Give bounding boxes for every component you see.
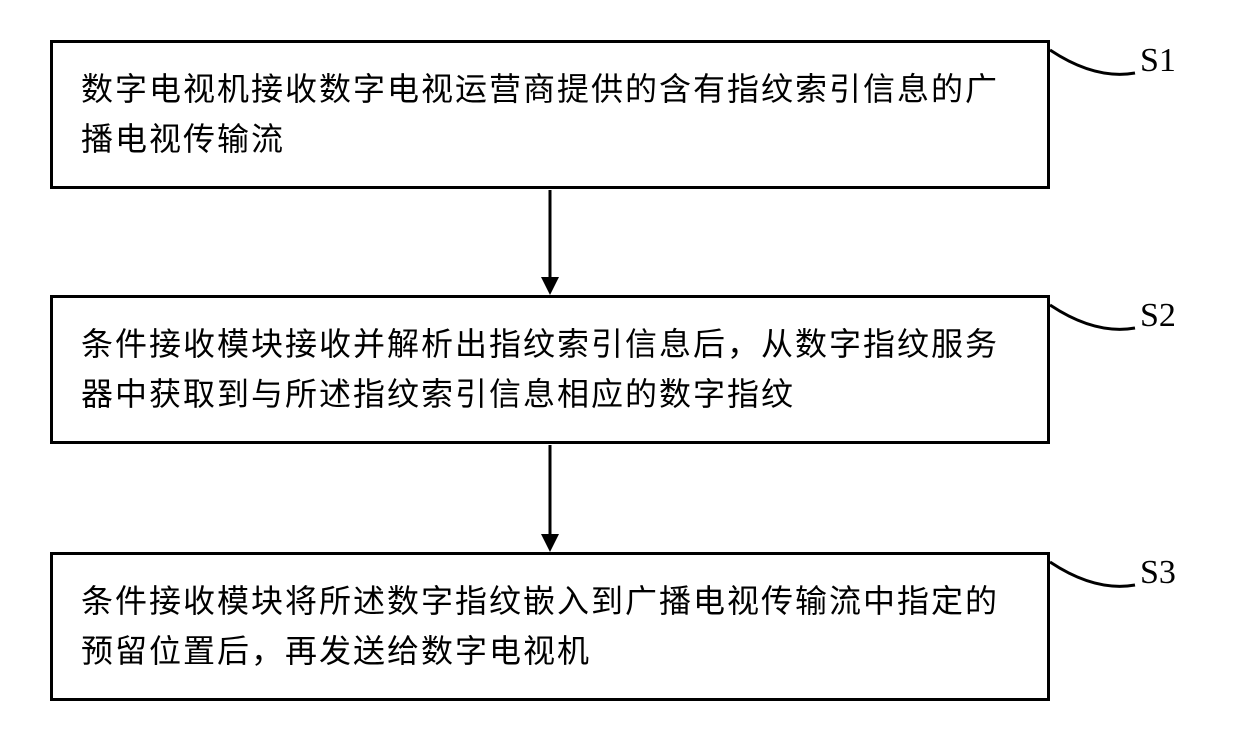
arrow-s1-s2 bbox=[538, 190, 562, 295]
step-text-s3: 条件接收模块将所述数字指纹嵌入到广播电视传输流中指定的预留位置后，再发送给数字电… bbox=[81, 577, 1019, 676]
step-text-s1: 数字电视机接收数字电视运营商提供的含有指纹索引信息的广播电视传输流 bbox=[81, 65, 1019, 164]
step-label-s3: S3 bbox=[1140, 554, 1176, 592]
arrow-s2-s3 bbox=[538, 445, 562, 552]
step-label-s1: S1 bbox=[1140, 42, 1176, 80]
step-box-s3: 条件接收模块将所述数字指纹嵌入到广播电视传输流中指定的预留位置后，再发送给数字电… bbox=[50, 552, 1050, 701]
step-box-s2: 条件接收模块接收并解析出指纹索引信息后，从数字指纹服务器中获取到与所述指纹索引信… bbox=[50, 295, 1050, 444]
step-label-s2: S2 bbox=[1140, 297, 1176, 335]
step-box-s1: 数字电视机接收数字电视运营商提供的含有指纹索引信息的广播电视传输流 bbox=[50, 40, 1050, 189]
leader-s3 bbox=[1050, 557, 1140, 592]
leader-s2 bbox=[1050, 300, 1140, 335]
flowchart-diagram: 数字电视机接收数字电视运营商提供的含有指纹索引信息的广播电视传输流 S1 条件接… bbox=[0, 20, 1240, 744]
leader-s1 bbox=[1050, 45, 1140, 80]
step-text-s2: 条件接收模块接收并解析出指纹索引信息后，从数字指纹服务器中获取到与所述指纹索引信… bbox=[81, 320, 1019, 419]
